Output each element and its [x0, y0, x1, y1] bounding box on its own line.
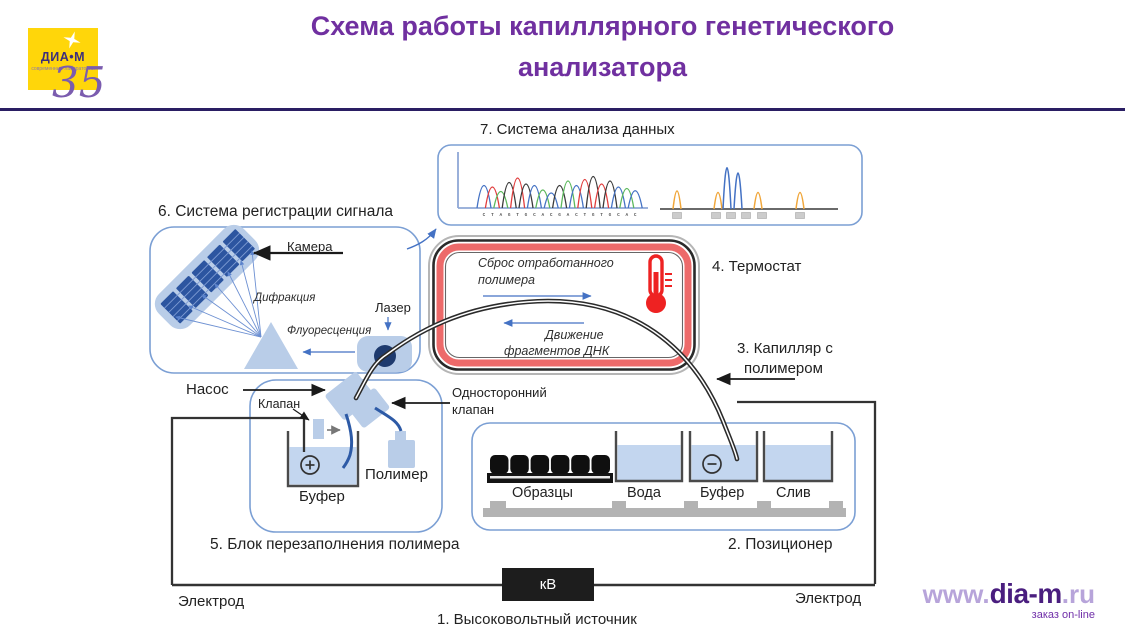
logo-tagline: современные лаборатории: [31, 66, 95, 72]
svg-text:G: G: [508, 213, 511, 218]
label-samples: Образцы: [512, 485, 573, 501]
url-brand: dia-m: [989, 578, 1063, 609]
url-subtitle: заказ on-line: [1031, 609, 1095, 621]
title-line1: Схема работы капиллярного генетического: [310, 11, 895, 41]
label-polymer: Полимер: [365, 466, 428, 483]
title-line2: анализатора: [517, 51, 688, 82]
label-capillary-line2: полимером: [744, 360, 823, 377]
label-drain: Слив: [776, 485, 811, 501]
label-hv-source: 1. Высоковольтный источник: [437, 611, 637, 628]
label-polymer-refill-block: 5. Блок перезаполнения полимера: [210, 536, 460, 553]
connector-arrow-6-7: [406, 228, 437, 250]
svg-text:G: G: [609, 213, 612, 218]
svg-text:A: A: [499, 213, 502, 218]
water-liquid: [617, 445, 681, 480]
label-electrode-right: Электрод: [795, 590, 862, 607]
svg-text:C: C: [533, 213, 536, 218]
label-capillary-line1: 3. Капилляр с: [737, 340, 833, 357]
label-buffer-right: Буфер: [700, 485, 745, 501]
valve-icon: [313, 419, 324, 439]
label-waste-line2: полимера: [478, 273, 535, 287]
dia-m-url: www.dia-m.ru заказ on-line: [905, 580, 1095, 621]
diam-logo: [28, 28, 98, 90]
label-fluorescence: Флуоресценция: [287, 325, 372, 337]
svg-text:C: C: [575, 213, 578, 218]
svg-text:G: G: [525, 213, 528, 218]
hv-source-kv-box: кВ: [502, 568, 594, 601]
capillary-tube: [353, 298, 740, 462]
svg-text:C: C: [634, 213, 637, 218]
label-waste-line1: Сброс отработанного: [478, 256, 614, 270]
buffer-liquid-left: [289, 447, 357, 485]
svg-text:G: G: [558, 213, 561, 218]
label-positioner: 2. Позиционер: [728, 536, 833, 553]
svg-text:A: A: [567, 213, 570, 218]
polymer-bottle-icon: [388, 431, 415, 468]
label-water: Вода: [627, 485, 661, 501]
buffer-liquid-right: [691, 445, 756, 480]
svg-text:T: T: [491, 213, 494, 218]
svg-text:T: T: [583, 213, 586, 218]
kv-label: кВ: [539, 576, 557, 593]
sparkle-icon: [63, 31, 81, 49]
thermostat-box: [428, 235, 700, 375]
svg-text:C: C: [617, 213, 620, 218]
svg-text:A: A: [541, 213, 544, 218]
svg-text:G: G: [592, 213, 595, 218]
label-electrode-left: Электрод: [178, 593, 245, 610]
label-oneway-line2: клапан: [452, 402, 495, 417]
box-data-analysis: [437, 144, 863, 226]
label-valve: Клапан: [258, 397, 301, 411]
page-title: Схема работы капиллярного генетического …: [120, 6, 1085, 87]
label-buffer-left: Буфер: [299, 488, 345, 505]
label-laser: Лазер: [375, 300, 411, 315]
valve-pointer-arrow: [292, 408, 310, 421]
label-data-analysis: 7. Система анализа данных: [480, 121, 675, 138]
positioner-rail: [483, 501, 846, 517]
logo-anniversary-35: 35: [52, 58, 106, 107]
box-signal-registration: [149, 226, 421, 374]
label-dna-line2: фрагментов ДНК: [504, 344, 610, 358]
samples-tray-icon: [487, 455, 613, 483]
label-pump: Насос: [186, 381, 229, 398]
label-camera: Камера: [287, 239, 333, 254]
prism-icon: [244, 322, 298, 369]
label-diffraction: Дифракция: [254, 292, 316, 304]
thermometer-icon: [646, 254, 672, 313]
svg-text:T: T: [516, 213, 519, 218]
svg-text:T: T: [600, 213, 603, 218]
svg-text:C: C: [483, 213, 486, 218]
fragment-trace: [672, 167, 805, 210]
url-tld: .ru: [1061, 579, 1095, 609]
label-oneway-line1: Односторонний: [452, 385, 547, 400]
label-dna-line1: Движение: [545, 328, 604, 342]
diffraction-rays: [175, 250, 262, 338]
svg-text:C: C: [550, 213, 553, 218]
header-divider: [0, 108, 1125, 111]
water-vessel: [614, 431, 684, 483]
buffer-beaker: [286, 431, 360, 488]
logo-brand-text: ДИА•М: [40, 50, 86, 64]
url-www: www.: [922, 579, 990, 609]
drain-liquid: [765, 445, 831, 480]
label-thermostat: 4. Термостат: [712, 258, 802, 275]
box-positioner: [471, 422, 856, 531]
electrode-wiring: [170, 400, 877, 587]
plus-electrode-icon: [300, 455, 320, 475]
drain-vessel: [762, 431, 834, 483]
ccd-camera-icon: [154, 224, 260, 330]
pump-tubes: [341, 406, 403, 469]
minus-electrode-icon: [702, 454, 722, 474]
fragment-tick-boxes: [672, 212, 805, 219]
svg-text:A: A: [625, 213, 628, 218]
buffer-vessel: [688, 431, 759, 483]
label-signal-registration: 6. Система регистрации сигнала: [158, 203, 394, 220]
